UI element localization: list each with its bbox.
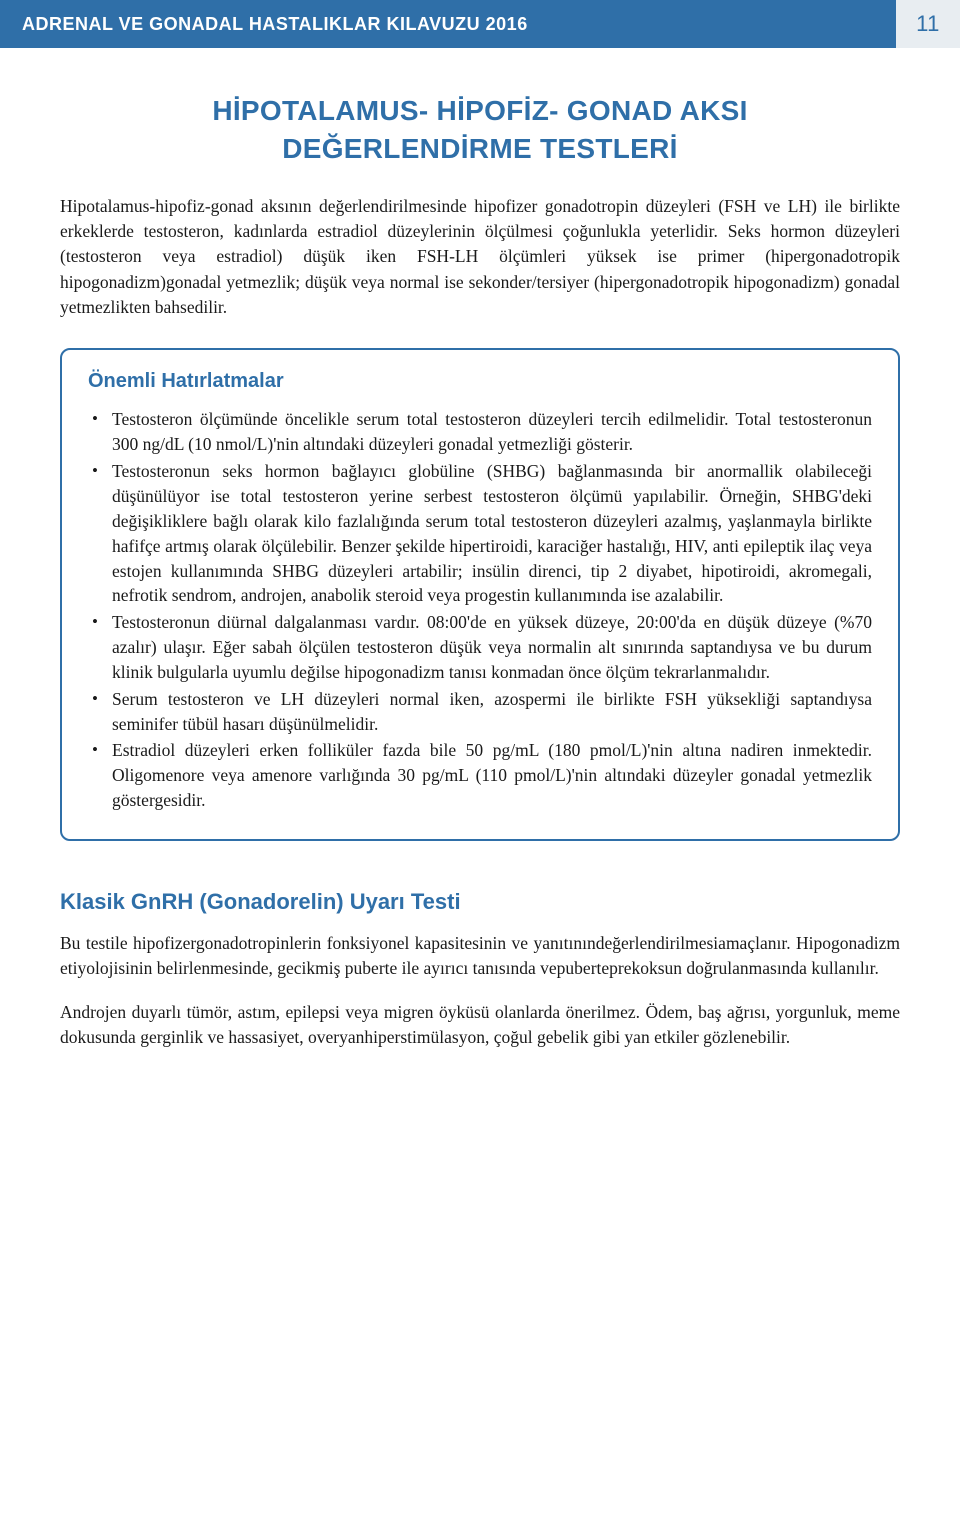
callout-item: Testosteronun seks hormon bağlayıcı glob…: [112, 459, 872, 608]
document-header: ADRENAL VE GONADAL HASTALIKLAR KILAVUZU …: [0, 0, 960, 48]
callout-box: Önemli Hatırlatmalar Testosteron ölçümün…: [60, 348, 900, 841]
callout-item: Serum testosteron ve LH düzeyleri normal…: [112, 687, 872, 737]
page-number: 11: [916, 11, 940, 37]
callout-item: Estradiol düzeyleri erken folliküler faz…: [112, 738, 872, 813]
main-title: HİPOTALAMUS- HİPOFİZ- GONAD AKSI DEĞERLE…: [60, 92, 900, 168]
callout-title: Önemli Hatırlatmalar: [88, 370, 872, 393]
intro-paragraph: Hipotalamus-hipofiz-gonad aksının değerl…: [60, 194, 900, 321]
page-content: HİPOTALAMUS- HİPOFİZ- GONAD AKSI DEĞERLE…: [0, 48, 960, 1108]
section-paragraph: Bu testile hipofizergonadotropinlerin fo…: [60, 931, 900, 982]
section-paragraph: Androjen duyarlı tümör, astım, epilepsi …: [60, 1000, 900, 1051]
callout-item: Testosteron ölçümünde öncelikle serum to…: [112, 407, 872, 457]
section-title: Klasik GnRH (Gonadorelin) Uyarı Testi: [60, 889, 900, 915]
page-number-box: 11: [896, 0, 960, 48]
main-title-line2: DEĞERLENDİRME TESTLERİ: [282, 133, 678, 164]
main-title-line1: HİPOTALAMUS- HİPOFİZ- GONAD AKSI: [212, 95, 747, 126]
callout-item: Testosteronun diürnal dalgalanması vardı…: [112, 610, 872, 685]
callout-list: Testosteron ölçümünde öncelikle serum to…: [88, 407, 872, 813]
header-title: ADRENAL VE GONADAL HASTALIKLAR KILAVUZU …: [22, 14, 528, 35]
